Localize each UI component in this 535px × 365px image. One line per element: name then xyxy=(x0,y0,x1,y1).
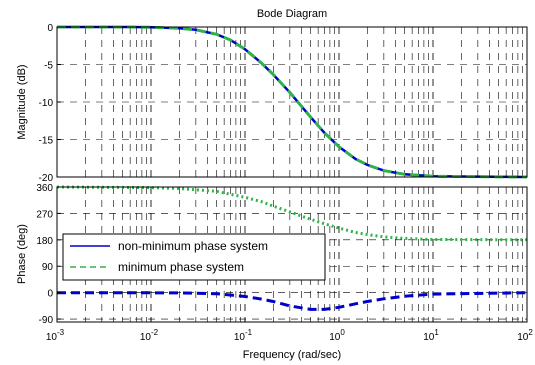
x-tick-label: 102 xyxy=(517,328,533,343)
magnitude-panel: 0 -5 -10 -15 -20 Magnitude (dB) xyxy=(16,23,528,184)
phase-series-group xyxy=(56,185,528,311)
legend-box xyxy=(62,233,326,281)
magnitude-y-tick-label: -20 xyxy=(39,173,54,184)
magnitude-series-minimum-phase xyxy=(57,25,528,179)
magnitude-y-axis-label: Magnitude (dB) xyxy=(16,64,28,139)
magnitude-y-tick-label: 0 xyxy=(47,23,53,34)
chart-title: Bode Diagram xyxy=(257,8,327,20)
phase-y-tick-label: 0 xyxy=(47,289,53,300)
x-ticks: 10-3 10-2 10-1 100 101 102 xyxy=(46,318,533,343)
phase-series-minimum-phase xyxy=(56,185,528,242)
magnitude-series-group xyxy=(57,25,528,179)
x-tick-label: 101 xyxy=(423,328,439,343)
phase-series-non-minimum-phase xyxy=(56,291,528,311)
magnitude-y-tick-label: -5 xyxy=(44,61,53,72)
legend-label-non-minimum: non-minimum phase system xyxy=(118,239,268,253)
phase-y-tick-label: -90 xyxy=(39,315,54,326)
phase-plot-frame xyxy=(56,186,528,323)
x-axis-label: Frequency (rad/sec) xyxy=(243,349,341,361)
magnitude-y-tick-label: -15 xyxy=(39,136,54,147)
legend-label-minimum: minimum phase system xyxy=(118,260,244,274)
magnitude-y-ticks: 0 -5 -10 -15 -20 xyxy=(39,23,61,184)
magnitude-y-tick-label: -10 xyxy=(39,98,54,109)
phase-y-tick-label: 270 xyxy=(36,209,53,220)
phase-y-tick-label: 360 xyxy=(36,183,53,194)
phase-y-ticks: 360 270 180 90 0 -90 xyxy=(36,183,61,326)
x-tick-label: 100 xyxy=(329,328,345,343)
phase-y-tick-label: 180 xyxy=(36,236,53,247)
phase-y-axis-label: Phase (deg) xyxy=(16,224,28,284)
x-tick-label: 10-3 xyxy=(46,328,65,343)
magnitude-grid xyxy=(57,27,527,177)
legend: non-minimum phase system minimum phase s… xyxy=(62,233,326,281)
phase-y-tick-label: 90 xyxy=(42,262,54,273)
x-tick-label: 10-2 xyxy=(140,328,159,343)
x-tick-label: 10-1 xyxy=(234,328,253,343)
